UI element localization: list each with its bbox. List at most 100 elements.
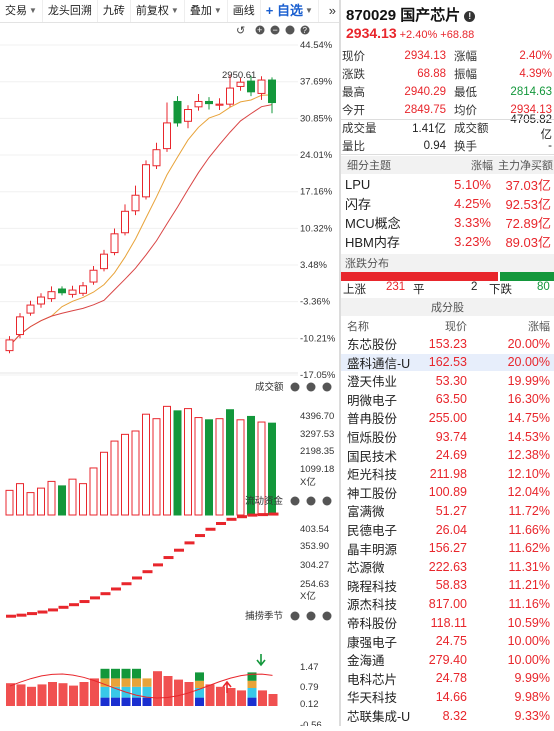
capture-bar-cyan: [195, 688, 204, 698]
capture-bar-red: [153, 671, 162, 706]
up-count: 231: [386, 281, 406, 293]
component-row[interactable]: 金海通 279.40 10.00%: [341, 651, 554, 669]
help-icon[interactable]: [300, 25, 310, 35]
chevron-down-icon: ▼: [304, 6, 313, 15]
quote-grid: 现价 2934.13 涨幅 2.40% 涨跌 68.88 振幅 4.39% 最高 2940.29 最…: [341, 47, 554, 155]
component-row[interactable]: 明微电子 63.50 16.30%: [341, 391, 554, 408]
toolbar-draw-button[interactable]: 画线: [228, 0, 261, 22]
refresh-icon[interactable]: ↺: [236, 25, 245, 37]
component-row[interactable]: 芯源微 222.63 11.31%: [341, 558, 554, 576]
capture-bar-orange: [111, 678, 120, 687]
component-row[interactable]: 康强电子 24.75 10.00%: [341, 633, 554, 650]
volume-bar: [79, 483, 87, 516]
theme-row[interactable]: HBM内存 3.23% 89.03亿: [341, 232, 554, 251]
capture-bar-red: [48, 682, 57, 706]
component-price: 118.11: [430, 615, 467, 630]
price-tick-label: 17.16%: [300, 187, 333, 198]
capture-bar-orange: [247, 680, 257, 688]
component-row[interactable]: 帝科股份 118.11 10.59%: [341, 614, 554, 632]
capture-bar-green: [121, 668, 131, 679]
quote-value: 68.88: [417, 68, 446, 80]
capture-bar-cyan: [132, 686, 141, 698]
toolbar-leader-button[interactable]: 龙头回溯: [43, 0, 98, 22]
component-row[interactable]: 晓程科技 58.83 11.21%: [341, 577, 554, 594]
component-row[interactable]: 芯联集成-U 8.32 9.33%: [341, 707, 554, 725]
component-row[interactable]: 恒烁股份 93.74 14.53%: [341, 428, 554, 446]
more-arrow-icon[interactable]: »: [328, 3, 336, 18]
component-row[interactable]: 普冉股份 255.00 14.75%: [341, 409, 554, 427]
volume-bar: [58, 485, 66, 516]
settings-icon[interactable]: [290, 496, 300, 506]
component-row[interactable]: 电科芯片 24.78 9.99%: [341, 670, 554, 687]
toolbar-add-watchlist-button[interactable]: + 自选 ▼: [261, 0, 319, 22]
chevron-down-icon: ▼: [29, 6, 37, 15]
settings-icon[interactable]: [290, 382, 300, 392]
component-row[interactable]: 国民技术 24.69 12.38%: [341, 447, 554, 464]
zoom-in-plus: +: [257, 25, 262, 35]
theme-netbuy: 72.89亿: [505, 216, 551, 231]
volume-bar: [142, 413, 150, 516]
component-name: 澄天伟业: [347, 375, 398, 390]
theme-row[interactable]: 闪存 4.25% 92.53亿: [341, 194, 554, 213]
candle-body: [163, 122, 171, 150]
quote-label: 成交额: [454, 123, 489, 135]
component-change: 10.59%: [507, 615, 550, 630]
capture-bar-red: [69, 685, 78, 706]
component-change: 14.53%: [507, 429, 550, 444]
component-change: 14.75%: [507, 410, 550, 425]
component-row[interactable]: 华天科技 14.66 9.98%: [341, 688, 554, 706]
component-row[interactable]: 富满微 51.27 11.72%: [341, 502, 554, 520]
quote-label: 振幅: [454, 69, 477, 81]
close-icon[interactable]: [322, 382, 332, 392]
kline-chart-area[interactable]: ↺ + − ? 44.54% 37.69% 30.85% 24.01% 17.16% 10…: [0, 23, 340, 731]
flow-bar: [142, 570, 153, 574]
component-row[interactable]: 东芯股份 153.23 20.00%: [341, 335, 554, 353]
settings-icon[interactable]: [290, 611, 300, 621]
theme-row[interactable]: MCU概念 3.33% 72.89亿: [341, 213, 554, 232]
theme-row[interactable]: LPU 5.10% 37.03亿: [341, 175, 554, 194]
zoom-in-icon[interactable]: [255, 25, 265, 35]
help-icon[interactable]: [306, 611, 316, 621]
flow-bar: [205, 527, 216, 531]
buy-arrow-icon: [222, 680, 232, 693]
toolbar-jiuzhuan-button[interactable]: 九砖: [98, 0, 131, 22]
price-tick-label: -3.36%: [300, 297, 331, 308]
toolbar-adjust-button[interactable]: 前复权 ▼: [131, 0, 185, 22]
flow-bar: [184, 541, 195, 545]
flow-tick-label: 254.63: [300, 579, 329, 590]
quote-row: 最高 2940.29 最低 2814.63: [341, 83, 554, 101]
help-icon[interactable]: [306, 382, 316, 392]
candle-body: [268, 79, 276, 104]
candle-body: [47, 291, 56, 300]
component-row[interactable]: 民德电子 26.04 11.66%: [341, 521, 554, 539]
close-icon[interactable]: [322, 496, 332, 506]
component-name: 康强电子: [347, 635, 398, 650]
component-row[interactable]: 炬光科技 211.98 12.10%: [341, 465, 554, 483]
component-price: 279.40: [428, 652, 467, 667]
toolbar-overlay-button[interactable]: 叠加 ▼: [185, 0, 228, 22]
close-icon[interactable]: [322, 611, 332, 621]
capture-line: [9, 673, 273, 699]
component-row[interactable]: 晶丰明源 156.27 11.62%: [341, 540, 554, 557]
component-price: 153.23: [428, 336, 467, 351]
component-row[interactable]: 盛科通信-U 162.53 20.00%: [341, 353, 554, 371]
help-icon[interactable]: [306, 496, 316, 506]
candle-body: [131, 194, 140, 212]
component-row[interactable]: 神工股份 100.89 12.04%: [341, 484, 554, 501]
info-icon[interactable]: !: [464, 11, 476, 22]
component-price: 8.32: [442, 708, 467, 723]
volume-bar: [205, 419, 213, 516]
theme-name: MCU概念: [345, 216, 401, 231]
grid-divider: [341, 154, 554, 155]
capture-bar-blue: [111, 697, 120, 706]
capture-bar-green: [100, 668, 110, 679]
component-row[interactable]: 澄天伟业 53.30 19.99%: [341, 372, 554, 390]
theme-name: HBM内存: [345, 235, 400, 250]
up-label: 上涨: [343, 284, 366, 296]
quote-label: 涨跌: [342, 69, 365, 81]
zoom-out-icon[interactable]: [270, 25, 280, 35]
settings-icon[interactable]: [285, 25, 295, 35]
toolbar-trade-button[interactable]: 交易 ▼: [0, 0, 43, 22]
component-row[interactable]: 源杰科技 817.00 11.16%: [341, 595, 554, 613]
component-name: 明微电子: [347, 393, 398, 408]
